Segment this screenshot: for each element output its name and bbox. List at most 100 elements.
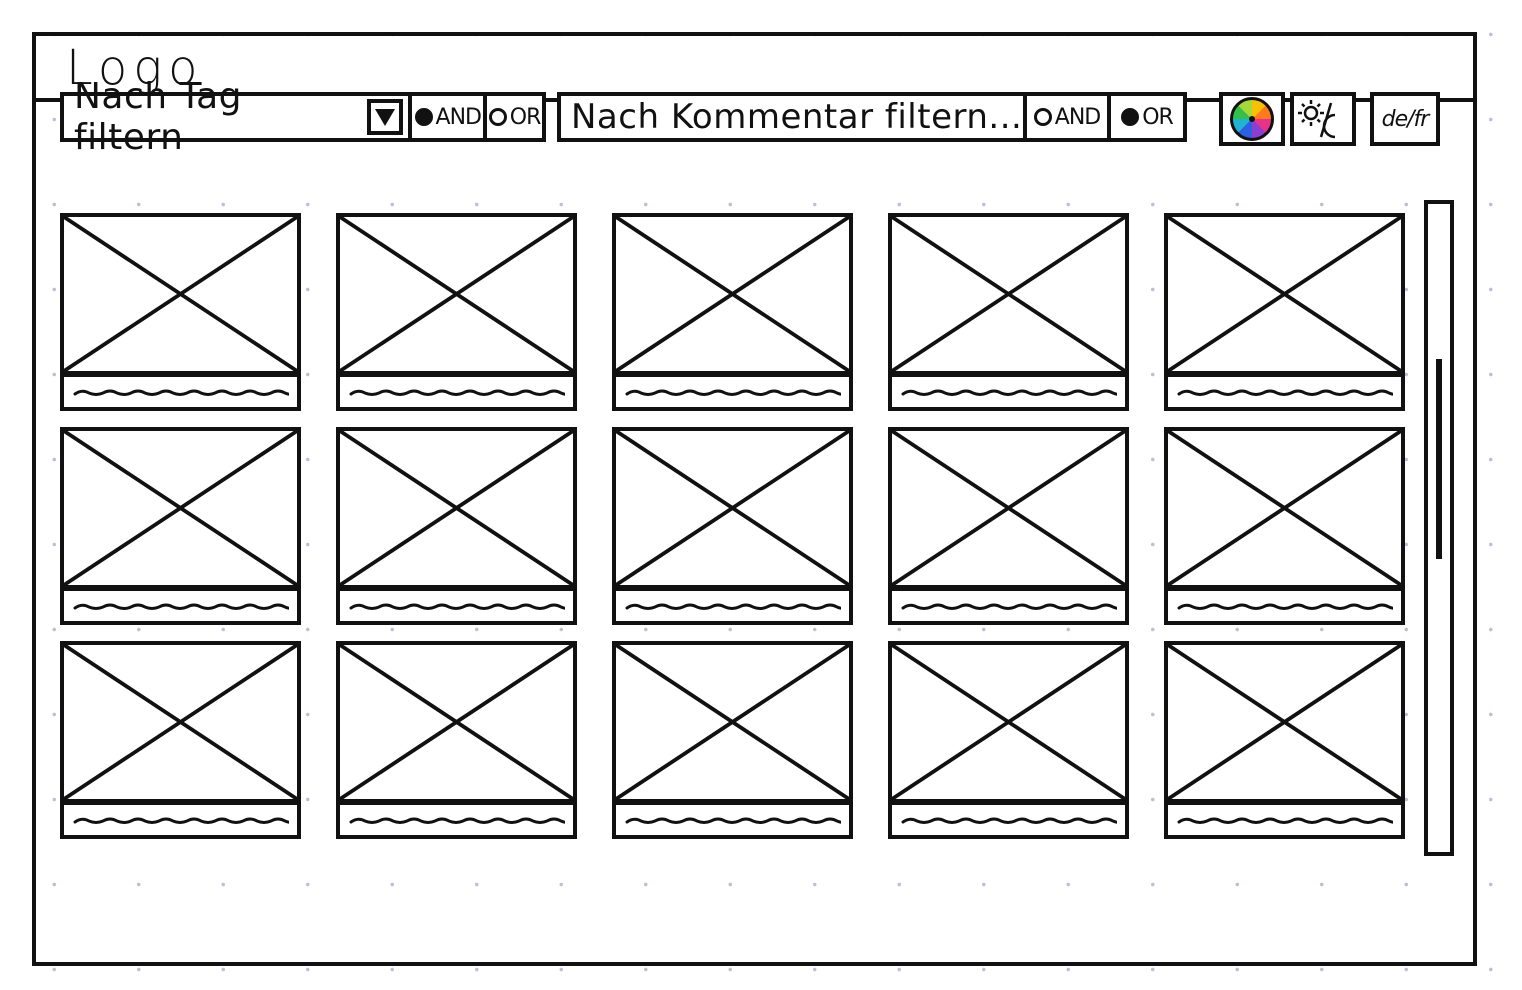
gallery-card[interactable] <box>336 641 577 839</box>
radio-unselected-icon <box>488 108 507 126</box>
placeholder-image-icon <box>340 645 573 799</box>
placeholder-image-icon <box>64 431 297 585</box>
gallery-card[interactable] <box>60 213 301 411</box>
gallery-card[interactable] <box>612 641 853 839</box>
card-caption <box>888 587 1129 625</box>
squiggle-placeholder-icon <box>73 389 289 396</box>
image-gallery <box>60 213 1406 839</box>
card-image[interactable] <box>60 213 301 375</box>
card-image[interactable] <box>888 641 1129 803</box>
gallery-card[interactable] <box>336 427 577 625</box>
card-image[interactable] <box>612 213 853 375</box>
card-caption <box>60 373 301 411</box>
card-caption <box>888 801 1129 839</box>
tag-filter-and-label: AND <box>435 104 482 130</box>
squiggle-placeholder-icon <box>901 603 1117 610</box>
card-caption <box>1164 801 1405 839</box>
squiggle-placeholder-icon <box>1177 389 1393 396</box>
gallery-card[interactable] <box>1164 213 1405 411</box>
language-switch-button[interactable]: de/fr <box>1370 92 1440 146</box>
squiggle-placeholder-icon <box>625 389 841 396</box>
language-label: de/fr <box>1381 106 1430 132</box>
triangle-down-icon <box>375 109 396 126</box>
gallery-card[interactable] <box>1164 641 1405 839</box>
squiggle-placeholder-icon <box>73 603 289 610</box>
card-caption <box>60 801 301 839</box>
squiggle-placeholder-icon <box>1177 817 1393 824</box>
card-image[interactable] <box>888 213 1129 375</box>
radio-unselected-icon <box>1033 108 1052 126</box>
card-image[interactable] <box>612 641 853 803</box>
gallery-card[interactable] <box>888 641 1129 839</box>
card-image[interactable] <box>336 213 577 375</box>
card-caption <box>60 587 301 625</box>
tag-filter-select[interactable]: Nach Tag filtern <box>64 76 362 158</box>
card-image[interactable] <box>336 427 577 589</box>
color-wheel-icon <box>1230 97 1274 141</box>
squiggle-placeholder-icon <box>1177 603 1393 610</box>
gallery-card[interactable] <box>888 427 1129 625</box>
squiggle-placeholder-icon <box>901 817 1117 824</box>
card-caption <box>1164 373 1405 411</box>
card-image[interactable] <box>1164 427 1405 589</box>
placeholder-image-icon <box>1168 217 1401 371</box>
squiggle-placeholder-icon <box>73 817 289 824</box>
tag-filter-and-option[interactable]: AND <box>412 96 488 138</box>
card-image[interactable] <box>60 641 301 803</box>
placeholder-image-icon <box>892 217 1125 371</box>
gallery-card[interactable] <box>888 213 1129 411</box>
gallery-card[interactable] <box>336 213 577 411</box>
squiggle-placeholder-icon <box>625 603 841 610</box>
card-caption <box>612 373 853 411</box>
gallery-card[interactable] <box>1164 427 1405 625</box>
comment-filter-and-label: AND <box>1054 104 1101 130</box>
card-image[interactable] <box>60 427 301 589</box>
comment-filter-input[interactable]: Nach Kommentar filtern... <box>561 96 1027 138</box>
comment-filter-and-option[interactable]: AND <box>1027 96 1111 138</box>
placeholder-image-icon <box>892 431 1125 585</box>
placeholder-image-icon <box>340 431 573 585</box>
card-caption <box>612 587 853 625</box>
card-image[interactable] <box>612 427 853 589</box>
squiggle-placeholder-icon <box>901 389 1117 396</box>
squiggle-placeholder-icon <box>625 817 841 824</box>
card-caption <box>612 801 853 839</box>
card-image[interactable] <box>1164 641 1405 803</box>
scrollbar[interactable] <box>1424 200 1454 856</box>
placeholder-image-icon <box>1168 431 1401 585</box>
radio-selected-icon <box>1121 108 1140 126</box>
sun-moon-icon <box>1298 100 1336 139</box>
gallery-card[interactable] <box>612 213 853 411</box>
card-caption <box>888 373 1129 411</box>
tag-filter-or-label: OR <box>509 104 542 130</box>
logo[interactable]: Logo <box>66 40 204 96</box>
squiggle-placeholder-icon <box>349 817 565 824</box>
placeholder-image-icon <box>892 645 1125 799</box>
card-caption <box>336 801 577 839</box>
tag-filter-dropdown-button[interactable] <box>367 99 404 135</box>
placeholder-image-icon <box>340 217 573 371</box>
tag-filter-or-option[interactable]: OR <box>487 96 542 138</box>
comment-filter-or-option[interactable]: OR <box>1111 96 1183 138</box>
theme-toggle-button[interactable] <box>1290 92 1356 146</box>
placeholder-image-icon <box>64 217 297 371</box>
card-caption <box>1164 587 1405 625</box>
gallery-card[interactable] <box>60 641 301 839</box>
color-picker-button[interactable] <box>1219 92 1285 146</box>
card-caption <box>336 373 577 411</box>
card-image[interactable] <box>888 427 1129 589</box>
gallery-card[interactable] <box>60 427 301 625</box>
placeholder-image-icon <box>616 645 849 799</box>
comment-filter-placeholder: Nach Kommentar filtern... <box>571 97 1023 137</box>
gallery-card[interactable] <box>612 427 853 625</box>
placeholder-image-icon <box>64 645 297 799</box>
placeholder-image-icon <box>616 217 849 371</box>
card-image[interactable] <box>336 641 577 803</box>
card-caption <box>336 587 577 625</box>
radio-selected-icon <box>414 108 433 126</box>
squiggle-placeholder-icon <box>349 389 565 396</box>
card-image[interactable] <box>1164 213 1405 375</box>
comment-filter-or-label: OR <box>1142 104 1174 130</box>
scrollbar-thumb[interactable] <box>1436 359 1442 559</box>
placeholder-image-icon <box>1168 645 1401 799</box>
